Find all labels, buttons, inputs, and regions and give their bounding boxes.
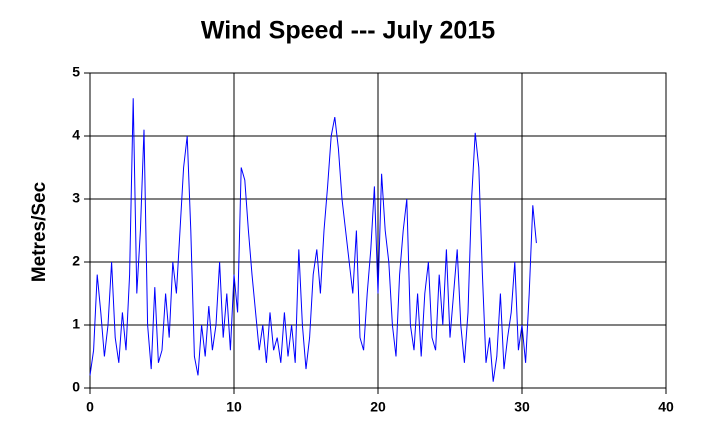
- y-tick-label: 5: [72, 64, 80, 80]
- x-tick-label: 40: [658, 399, 674, 415]
- y-axis-label: Metres/Sec: [29, 181, 50, 282]
- y-tick-label: 1: [72, 316, 80, 332]
- x-tick-label: 30: [514, 399, 530, 415]
- wind-speed-line: [89, 98, 537, 382]
- y-tick-label: 0: [72, 379, 80, 395]
- x-tick-label: 0: [86, 399, 94, 415]
- x-tick-label: 10: [226, 399, 242, 415]
- y-tick-label: 3: [72, 190, 80, 206]
- x-tick-label: 20: [370, 399, 386, 415]
- y-tick-label: 2: [72, 253, 80, 269]
- chart-title: Wind Speed --- July 2015: [201, 17, 495, 45]
- y-tick-label: 4: [72, 127, 80, 143]
